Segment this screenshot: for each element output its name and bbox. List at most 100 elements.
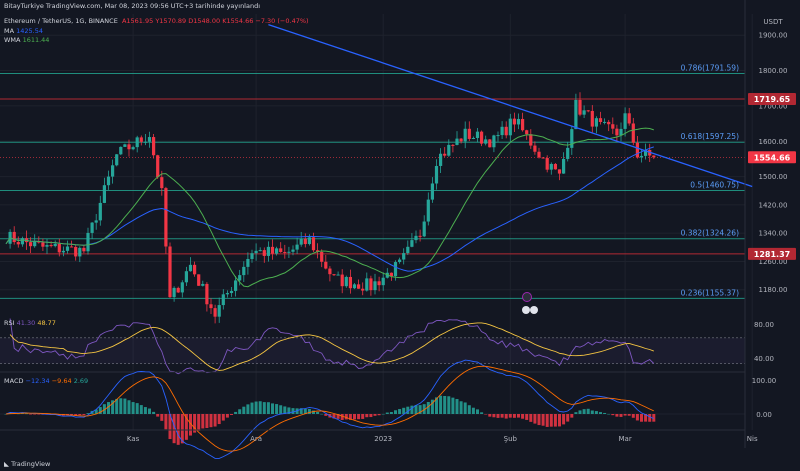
candle-body <box>147 137 152 142</box>
macd-histogram-bar <box>336 414 340 419</box>
ma-label[interactable]: MA <box>4 27 15 35</box>
macd-histogram-bar <box>451 397 455 414</box>
price-tick-label: 1800.00 <box>759 67 788 75</box>
macd-histogram-bar <box>82 414 86 416</box>
candle-body <box>398 259 402 263</box>
candle-body <box>213 308 217 317</box>
candle-body <box>131 147 135 150</box>
candle-body <box>471 137 475 139</box>
rsi-tick-label: 40.00 <box>754 355 774 363</box>
macd-histogram-bar <box>635 414 639 421</box>
candle-body <box>143 141 147 143</box>
candle-body <box>402 253 406 260</box>
candle-body <box>393 262 398 277</box>
candle-body <box>221 294 225 306</box>
macd-histogram-bar <box>135 403 139 414</box>
candle-body <box>250 253 254 259</box>
candle-body <box>562 158 566 174</box>
macd-histogram-bar <box>385 412 389 414</box>
moving-averages <box>5 127 654 288</box>
fib-label: 0.786(1791.59) <box>681 64 739 73</box>
price-axis[interactable]: 1900.00 1800.00 1700.00 1600.00 1500.00 1420.… <box>744 0 788 448</box>
macd-histogram-bar <box>275 404 279 414</box>
macd-histogram-bar <box>381 413 385 415</box>
candle-body <box>586 110 590 112</box>
candle-body <box>451 144 455 146</box>
macd-histogram-bar <box>590 410 594 414</box>
brand-name: TradingView <box>11 460 51 468</box>
macd-histogram-bar <box>230 414 233 415</box>
macd-histogram-bar <box>250 402 254 414</box>
trendline[interactable] <box>268 23 753 188</box>
macd-histogram-bar <box>74 414 78 416</box>
candle-body <box>74 246 78 257</box>
macd-histogram-bar <box>541 414 545 426</box>
macd-histogram-bar <box>16 413 20 415</box>
candle-body <box>545 158 549 170</box>
macd-histogram-bar <box>353 414 356 420</box>
candle-body <box>512 118 516 125</box>
candle-body <box>270 246 275 254</box>
candle-body <box>57 243 61 253</box>
logo-icon: ◣ <box>4 460 9 468</box>
macd-histogram-bar <box>480 412 484 414</box>
macd-tick-label: 0.00 <box>756 411 772 419</box>
flag-icon[interactable] <box>530 306 538 314</box>
macd-histogram-bar <box>258 401 262 414</box>
chart-header: BitayTurkiye TradingView.com, Mar 08, 20… <box>4 2 309 44</box>
macd-histogram-bar <box>271 403 274 414</box>
macd-histogram-bar <box>70 414 74 415</box>
macd-histogram-bar <box>398 409 402 414</box>
candle-body <box>127 144 131 150</box>
macd-histogram-bar <box>463 402 467 414</box>
candle-body <box>287 251 291 253</box>
symbol-title[interactable]: Ethereum / TetherUS, 1G, BINANCE <box>4 17 118 25</box>
candle-body <box>352 284 357 289</box>
candle-body <box>33 241 37 247</box>
macd-label[interactable]: MACD <box>4 377 24 385</box>
wma-label[interactable]: WMA <box>4 36 21 44</box>
event-icons[interactable] <box>522 292 538 315</box>
macd-histogram-bar <box>152 411 156 414</box>
candle-body <box>246 258 250 267</box>
macd-histogram-bar <box>586 408 590 414</box>
signal-line <box>5 365 654 452</box>
macd-histogram-bar <box>430 399 434 414</box>
candle-body <box>516 118 521 125</box>
ohlc-values: A1561.95 Y1570.89 D1548.00 K1554.66 −7.3… <box>121 17 309 25</box>
macd-histogram-bar <box>320 413 324 415</box>
lightning-icon[interactable] <box>522 292 532 302</box>
candle-body <box>115 154 119 166</box>
candle-body <box>61 250 65 253</box>
macd-histogram-bar <box>459 401 463 414</box>
macd-histogram-bar <box>86 413 90 414</box>
wma-line <box>5 127 654 288</box>
candle-body <box>41 242 45 247</box>
macd-histogram-bar <box>496 414 500 418</box>
candle-body <box>594 118 598 127</box>
time-axis[interactable]: KasAra2023ŞubMarNisMay <box>127 435 800 443</box>
macd-histogram-bar <box>148 408 151 414</box>
candle-body <box>537 151 541 158</box>
time-tick-label: Ara <box>250 435 262 443</box>
horizontal-levels <box>0 73 745 299</box>
macd-histogram-bar <box>312 410 315 414</box>
candle-body <box>348 276 352 289</box>
macd-histogram-bar <box>20 413 24 414</box>
candle-body <box>635 142 639 158</box>
macd-histogram-bar <box>644 414 648 422</box>
candle-body <box>443 153 447 156</box>
macd-histogram-bar <box>176 414 180 445</box>
candle-body <box>291 249 295 252</box>
macd-histogram-bar <box>599 412 602 414</box>
fib-label: 0.618(1597.25) <box>681 132 739 141</box>
macd-histogram-bar <box>115 398 119 414</box>
candle-body <box>590 110 594 127</box>
fib-label: 0.382(1324.26) <box>681 229 739 238</box>
flag-icon[interactable] <box>522 306 530 314</box>
tradingview-logo[interactable]: ◣ TradingView <box>4 460 50 468</box>
macd-histogram-bar <box>307 408 311 414</box>
rsi-label[interactable]: RSI <box>4 319 15 327</box>
macd-histogram-bar <box>102 404 106 414</box>
